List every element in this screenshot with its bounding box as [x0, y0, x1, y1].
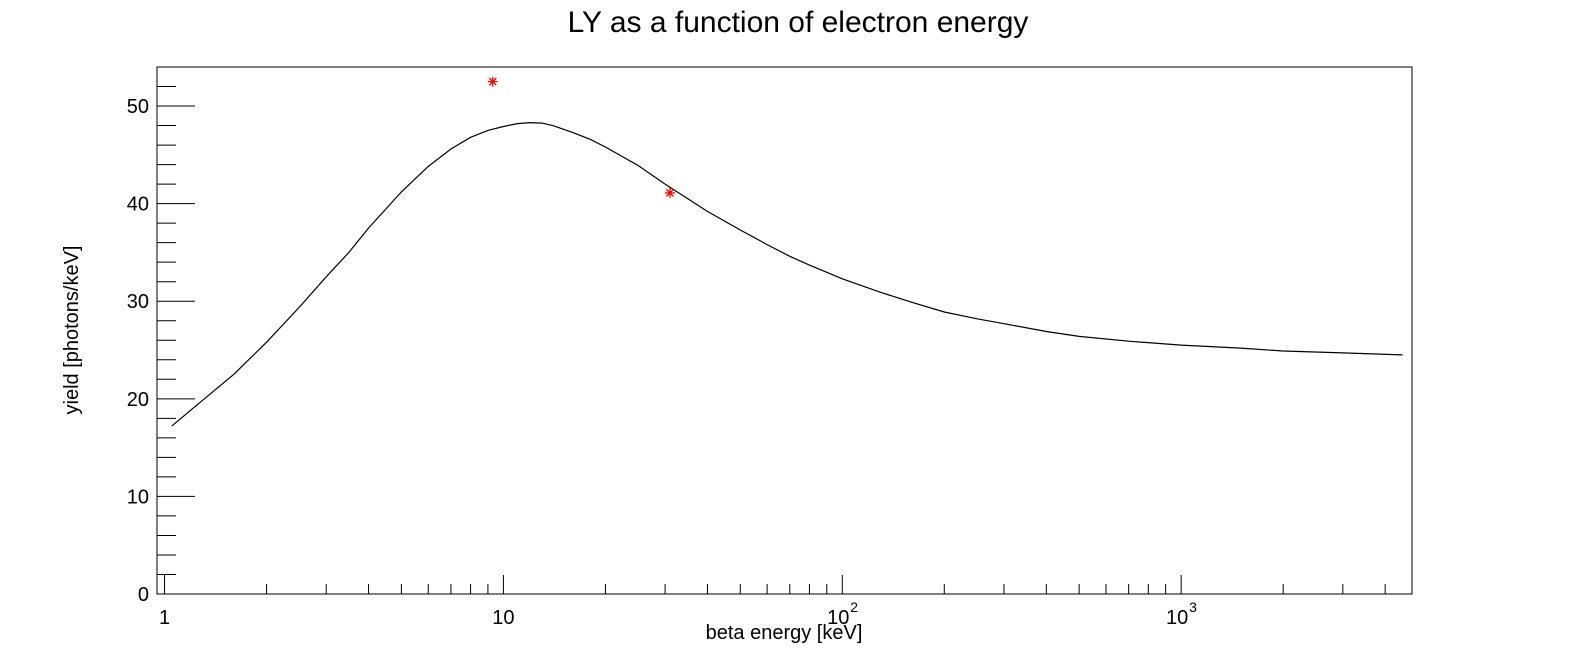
plot-frame [156, 66, 1413, 595]
data-point-marker [664, 187, 675, 198]
y-tick-label: 40 [127, 194, 149, 216]
y-axis: 0 10 20 30 40 50 [127, 66, 195, 606]
x-tick-label: 1 [159, 607, 170, 629]
series-layer [171, 76, 1403, 427]
y-tick-label: 0 [138, 584, 149, 606]
chart-title: LY as a function of electron energy [568, 6, 1029, 39]
marker-stroke [665, 188, 674, 197]
data-point-marker [487, 76, 498, 87]
marker-stroke [488, 77, 497, 86]
y-axis-label: yield [photons/keV] [61, 246, 83, 415]
x-tick-exponent: 2 [850, 599, 858, 615]
x-axis-label: beta energy [keV] [706, 622, 863, 644]
y-tick-label: 50 [127, 96, 149, 118]
y-tick-label: 10 [127, 486, 149, 508]
x-tick-label: 10 [827, 607, 849, 629]
x-axis: 1 10 10 2 10 3 [159, 575, 1386, 629]
y-tick-label: 20 [127, 389, 149, 411]
y-tick-label: 30 [127, 291, 149, 313]
yield-curve [171, 121, 1403, 427]
x-tick-label: 10 [1166, 607, 1188, 629]
x-tick-exponent: 3 [1189, 599, 1197, 615]
x-tick-label: 10 [492, 607, 514, 629]
